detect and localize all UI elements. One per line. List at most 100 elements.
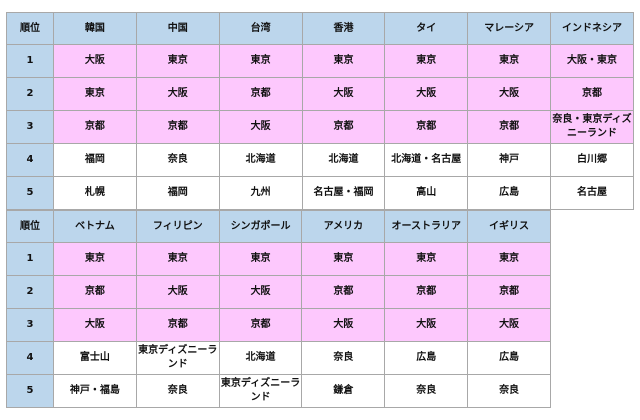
destination-cell: 東京 — [467, 44, 552, 78]
destination-cell: 広島 — [467, 176, 552, 210]
destination-cell: 広島 — [384, 341, 469, 375]
destination-cell: 東京 — [384, 242, 469, 276]
table-row: 2 東京 大阪 京都 大阪 大阪 大阪 京都 — [6, 77, 634, 111]
destination-cell: 札幌 — [53, 176, 137, 210]
destination-cell: 九州 — [218, 176, 303, 210]
destination-cell: 福岡 — [53, 143, 137, 177]
destination-cell: 大阪 — [53, 308, 137, 342]
rank-cell: 1 — [6, 44, 54, 78]
table-row: 2 京都 大阪 大阪 京都 京都 京都 — [6, 275, 551, 309]
country-header: タイ — [384, 12, 469, 45]
table-row: 1 東京 東京 東京 東京 東京 東京 — [6, 242, 551, 276]
destination-cell: 京都 — [53, 110, 137, 144]
ranking-table-2: 順位 ベトナム フィリピン シンガポール アメリカ オーストラリア イギリス 1 東京 東京 東京東… — [6, 210, 551, 408]
destination-cell: 富士山 — [53, 341, 137, 375]
destination-cell: 京都 — [218, 308, 303, 342]
country-header: ベトナム — [53, 210, 137, 243]
rank-cell: 4 — [6, 143, 54, 177]
country-header: 台湾 — [218, 12, 303, 45]
destination-cell: 大阪 — [467, 77, 552, 111]
destination-cell: 奈良 — [135, 143, 220, 177]
rank-cell: 5 — [6, 176, 54, 210]
table-row: 3 大阪 京都 京都 大阪 大阪 大阪 — [6, 308, 551, 342]
destination-cell: 京都 — [53, 275, 137, 309]
destination-cell: 京都 — [135, 308, 220, 342]
country-header: シンガポール — [218, 210, 303, 243]
destination-cell: 奈良・東京ディズニーランド — [550, 110, 634, 144]
destination-cell: 京都 — [301, 275, 386, 309]
table-row: 5 札幌 福岡 九州 名古屋・福岡 高山 広島 名古屋 — [6, 176, 634, 210]
rank-cell: 3 — [6, 110, 54, 144]
destination-cell: 奈良 — [135, 374, 220, 408]
destination-cell: 大阪 — [301, 308, 386, 342]
country-header: 香港 — [301, 12, 386, 45]
rank-cell: 2 — [6, 77, 54, 111]
country-header: 韓国 — [53, 12, 137, 45]
destination-cell: 大阪 — [53, 44, 137, 78]
destination-cell: 東京 — [218, 44, 303, 78]
country-header: アメリカ — [301, 210, 386, 243]
rank-cell: 3 — [6, 308, 54, 342]
destination-cell: 東京 — [218, 242, 303, 276]
destination-cell: 大阪 — [218, 275, 303, 309]
rank-header: 順位 — [6, 210, 54, 243]
table-row: 5 神戸・福島 奈良 東京ディズニーランド 鎌倉 奈良 奈良 — [6, 374, 551, 408]
destination-cell: 京都 — [301, 110, 386, 144]
destination-cell: 東京 — [135, 44, 220, 78]
destination-cell: 大阪 — [467, 308, 551, 342]
country-header: フィリピン — [135, 210, 220, 243]
destination-cell: 大阪 — [384, 308, 469, 342]
destination-cell: 白川郷 — [550, 143, 634, 177]
destination-cell: 大阪 — [135, 77, 220, 111]
destination-cell: 東京ディズニーランド — [135, 341, 220, 375]
destination-cell: 北海道 — [301, 143, 386, 177]
destination-cell: 神戸 — [467, 143, 552, 177]
destination-cell: 京都 — [218, 77, 303, 111]
destination-cell: 東京ディズニーランド — [218, 374, 303, 408]
country-header: インドネシア — [550, 12, 634, 45]
rank-cell: 1 — [6, 242, 54, 276]
destination-cell: 東京 — [135, 242, 220, 276]
destination-cell: 京都 — [467, 275, 551, 309]
ranking-table-1: 順位 韓国 中国 台湾 香港 タイ マレーシア インドネシア 1 大阪 東京 東京 東京 東京 東京 大阪・東… — [6, 12, 634, 210]
country-header: マレーシア — [467, 12, 552, 45]
destination-cell: 高山 — [384, 176, 469, 210]
destination-cell: 神戸・福島 — [53, 374, 137, 408]
destination-cell: 京都 — [384, 110, 469, 144]
destination-cell: 奈良 — [467, 374, 551, 408]
destination-cell: 京都 — [384, 275, 469, 309]
destination-cell: 京都 — [135, 110, 220, 144]
table-row: 1 大阪 東京 東京 東京 東京 東京 大阪・東京 — [6, 44, 634, 78]
table-row: 4 富士山 東京ディズニーランド 北海道 奈良 広島 広島 — [6, 341, 551, 375]
destination-cell: 東京 — [467, 242, 551, 276]
destination-cell: 京都 — [550, 77, 634, 111]
destination-cell: 福岡 — [135, 176, 220, 210]
rank-cell: 5 — [6, 374, 54, 408]
destination-cell: 名古屋 — [550, 176, 634, 210]
table-row: 3 京都 京都 大阪 京都 京都 京都 奈良・東京ディズニーランド — [6, 110, 634, 144]
destination-cell: 大阪 — [218, 110, 303, 144]
destination-cell: 東京 — [301, 242, 386, 276]
destination-cell: 北海道・名古屋 — [384, 143, 469, 177]
destination-cell: 奈良 — [301, 341, 386, 375]
rank-cell: 4 — [6, 341, 54, 375]
destination-cell: 鎌倉 — [301, 374, 386, 408]
destination-cell: 東京 — [384, 44, 469, 78]
rank-header: 順位 — [6, 12, 54, 45]
header-row: 順位 ベトナム フィリピン シンガポール アメリカ オーストラリア イギリス — [6, 210, 551, 243]
destination-cell: 大阪 — [384, 77, 469, 111]
destination-cell: 奈良 — [384, 374, 469, 408]
destination-cell: 東京 — [53, 242, 137, 276]
country-header: 中国 — [135, 12, 220, 45]
destination-cell: 東京 — [301, 44, 386, 78]
destination-cell: 北海道 — [218, 341, 303, 375]
destination-cell: 東京 — [53, 77, 137, 111]
destination-cell: 広島 — [467, 341, 551, 375]
destination-cell: 大阪 — [301, 77, 386, 111]
destination-cell: 大阪・東京 — [550, 44, 634, 78]
country-header: イギリス — [467, 210, 551, 243]
country-header: オーストラリア — [384, 210, 469, 243]
table-row: 4 福岡 奈良 北海道 北海道 北海道・名古屋 神戸 白川郷 — [6, 143, 634, 177]
destination-cell: 北海道 — [218, 143, 303, 177]
destination-cell: 京都 — [467, 110, 552, 144]
